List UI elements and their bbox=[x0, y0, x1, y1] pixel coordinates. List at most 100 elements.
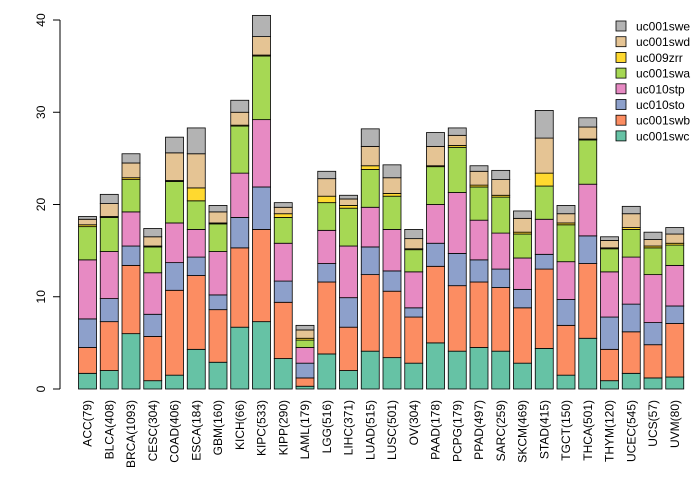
bar-segment: BRCA(1093) uc001swa: 3.5 bbox=[121, 179, 141, 213]
x-tick-label: LGG(516) bbox=[320, 400, 334, 453]
bar-segment: THYM(120) uc001swa: 2.5 bbox=[600, 248, 619, 273]
bar-segment: UVM(80) uc010sto: 1.9 bbox=[665, 305, 685, 324]
bar-stack: PAAD(178) uc001swc: 5PAAD(178) uc001swb:… bbox=[426, 132, 445, 390]
bar-segment: PAAD(178) uc010stp: 4.2 bbox=[426, 204, 445, 244]
bar-segment: STAD(415) uc010sto: 1.6 bbox=[534, 253, 554, 270]
bar-segment: SKCM(469) uc001swe: 0.8 bbox=[513, 210, 532, 219]
x-tick-label: KICH(66) bbox=[233, 400, 247, 450]
bar-segment: LUSC(501) uc001swc: 3.4 bbox=[382, 357, 402, 390]
bar-segment: TGCT(150) uc010stp: 4.1 bbox=[556, 261, 576, 300]
bar-segment: LAML(179) uc010stp: 1.7 bbox=[295, 347, 315, 364]
bar-segment: LIHC(371) uc001swe: 0.4 bbox=[339, 194, 358, 200]
bar-segment: PCPG(179) uc010sto: 3.5 bbox=[447, 252, 467, 287]
bar-segment: PCPG(179) uc010stp: 6.6 bbox=[447, 192, 467, 254]
bar-segment: LIHC(371) uc001swa: 4.1 bbox=[339, 207, 358, 247]
bar-segment: KIPC(533) uc001swc: 7.3 bbox=[252, 321, 271, 390]
x-tick-label: LAML(179) bbox=[298, 400, 312, 459]
bar-segment: UVM(80) uc001swc: 1.3 bbox=[665, 376, 685, 390]
bar-segment: LUAD(515) uc009zrr: 0.4 bbox=[360, 165, 380, 170]
bar-segment: KIPC(533) uc010sto: 4.6 bbox=[252, 186, 271, 230]
x-tick-label: BRCA(1093) bbox=[124, 400, 138, 468]
legend-swatch bbox=[615, 114, 627, 126]
bar-segment: SARC(259) uc010sto: 2 bbox=[491, 268, 511, 288]
bar-segment: GBM(160) uc001swb: 5.7 bbox=[208, 309, 228, 363]
bar-segment: KIPC(533) uc010stp: 7.3 bbox=[252, 119, 271, 188]
legend-label: uc009zrr bbox=[636, 51, 683, 65]
bar-stack: STAD(415) uc001swc: 4.4STAD(415) uc001sw… bbox=[534, 110, 554, 390]
legend-item: uc001swa bbox=[615, 67, 690, 81]
bar-segment: PPAD(497) uc001swb: 7.1 bbox=[469, 281, 489, 348]
bar-segment: LUAD(515) uc001swc: 4.1 bbox=[360, 350, 380, 390]
bar-segment: GBM(160) uc001swc: 2.9 bbox=[208, 361, 228, 390]
bar-segment: PCPG(179) uc001swa: 4.9 bbox=[447, 146, 467, 193]
bar-segment: THCA(501) uc001swd: 1.3 bbox=[578, 126, 598, 140]
bar-segment: KICH(66) uc001swb: 8.6 bbox=[230, 247, 250, 328]
bar-segment: COAD(406) uc010sto: 3 bbox=[165, 262, 184, 291]
x-tick-label: COAD(406) bbox=[168, 400, 182, 463]
bar-segment: COAD(406) uc001swa: 4.5 bbox=[165, 181, 184, 224]
bar-segment: PAAD(178) uc001swe: 1.5 bbox=[426, 132, 445, 147]
bar-segment: UCS(57) uc001swd: 0.7 bbox=[643, 239, 663, 247]
bar-segment: LGG(516) uc001swa: 3 bbox=[317, 202, 337, 231]
bar-stack: LUSC(501) uc001swc: 3.4 LUSC(501) uc001sw… bbox=[382, 164, 402, 390]
bar-segment: LGG(516) uc001swb: 7.8 bbox=[317, 281, 337, 355]
bar-segment: BRCA(1093) uc001swc: 6 bbox=[121, 333, 141, 390]
bar-segment: LIHC(371) uc001swb: 4.7 bbox=[339, 326, 358, 371]
x-tick-label: PPAD(497) bbox=[472, 400, 486, 460]
bar-segment: LUAD(515) uc010stp: 4.3 bbox=[360, 206, 380, 248]
bar-stack: LGG(516) uc001swc: 3.8LGG(516) uc001swb:… bbox=[317, 170, 337, 390]
bar-segment: UVM(80) uc001swb: 5.8 bbox=[665, 323, 685, 378]
bar-segment: THCA(501) uc001swc: 5.5 bbox=[578, 337, 598, 390]
bar-segment: LIHC(371) uc010sto: 3.2 bbox=[339, 297, 358, 328]
bar-segment: TGCT(150) uc001swb: 5.4 bbox=[556, 324, 576, 376]
x-tick-label: CESC(304) bbox=[146, 400, 160, 461]
bar-segment: UVM(80) uc001swa: 2.2 bbox=[665, 244, 685, 266]
bar-segment: LUAD(515) uc001swe: 1.9 bbox=[360, 128, 380, 147]
bar-stack: SKCM(469) uc001swc: 2.8SKCM(469) uc001sw… bbox=[513, 210, 532, 390]
bar-segment: PPAD(497) uc001swd: 1.5 bbox=[469, 170, 489, 186]
bar-segment: COAD(406) uc001swc: 1.5 bbox=[165, 374, 184, 390]
bar-segment: LUSC(501) uc001swd: 1.7 bbox=[382, 177, 402, 194]
bar-stack: UCS(57) uc001swc: 1.2UCS(57) uc001swb: 3… bbox=[643, 231, 663, 390]
bar-segment: THCA(501) uc001swa: 4.8 bbox=[578, 139, 598, 185]
x-tick-label: LUAD(515) bbox=[363, 400, 377, 460]
legend-item: uc001swb bbox=[615, 114, 690, 128]
bar-segment: SKCM(469) uc001swa: 2.6 bbox=[513, 233, 532, 259]
bar-segment: UCEC(545) uc001swe: 0.8 bbox=[621, 205, 641, 215]
legend-label: uc001swe bbox=[636, 20, 690, 34]
bars-group: ACC(79) uc001swc: 1.7ACC(79) uc001swb: 2… bbox=[78, 14, 685, 390]
bar-segment: BLCA(408) uc010sto: 2.5 bbox=[99, 298, 119, 323]
bar-stack: UVM(80) uc001swc: 1.3UVM(80) uc001swb: 5… bbox=[665, 227, 685, 390]
bar-segment: LAML(179) uc001swe: 0.5 bbox=[295, 324, 315, 331]
bar-segment: CESC(304) uc001swa: 2.8 bbox=[143, 246, 163, 274]
bar-segment: KIPP(290) uc001swe: 0.5 bbox=[273, 202, 293, 208]
bar-segment: UCEC(545) uc001swb: 4.5 bbox=[621, 331, 641, 374]
x-tick-label: UCEC(545) bbox=[624, 400, 638, 462]
bar-stack: LUAD(515) uc001swc: 4.1 LUAD(515) uc001sw… bbox=[360, 128, 380, 390]
bar-segment: BLCA(408) uc001swb: 5.3 bbox=[99, 321, 119, 371]
bar-segment: LUSC(501) uc010sto: 2.2 bbox=[382, 270, 402, 292]
bar-segment: KICH(66) uc001swc: 6.7 bbox=[230, 326, 250, 390]
bar-segment: SKCM(469) uc010sto: 2 bbox=[513, 288, 532, 309]
bar-segment: SARC(259) uc001swb: 6.9 bbox=[491, 287, 511, 352]
bar-segment: BLCA(408) uc010stp: 5.1 bbox=[99, 251, 119, 299]
bar-segment: LUAD(515) uc001swd: 2.1 bbox=[360, 145, 380, 167]
bar-segment: ESCA(184) uc010stp: 3 bbox=[186, 229, 206, 258]
bar-segment: CESC(304) uc001swc: 0.9 bbox=[143, 380, 163, 390]
legend-swatch bbox=[615, 36, 627, 48]
legend-item: uc010stp bbox=[615, 82, 685, 96]
x-tick-label: KIPC(533) bbox=[255, 400, 269, 456]
bar-segment: ESCA(184) uc010sto: 2 bbox=[186, 256, 206, 276]
y-tick-label: 30 bbox=[34, 105, 48, 119]
legend-swatch bbox=[615, 83, 627, 95]
bar-segment: GBM(160) uc001swe: 0.7 bbox=[208, 205, 228, 213]
bar-segment: KICH(66) uc001swe: 1.3 bbox=[230, 99, 250, 113]
bar-segment: LGG(516) uc010sto: 2 bbox=[317, 263, 337, 283]
x-tick-label: TGCT(150) bbox=[559, 400, 573, 461]
bar-segment: LGG(516) uc001swe: 0.8 bbox=[317, 170, 337, 180]
bar-segment: CESC(304) uc010sto: 2.4 bbox=[143, 313, 163, 337]
bar-segment: OV(304) uc001swa: 2.4 bbox=[404, 249, 424, 273]
bar-segment: UCS(57) uc001swc: 1.2 bbox=[643, 377, 663, 390]
y-axis: 0 10 20 30 40 bbox=[34, 13, 61, 392]
